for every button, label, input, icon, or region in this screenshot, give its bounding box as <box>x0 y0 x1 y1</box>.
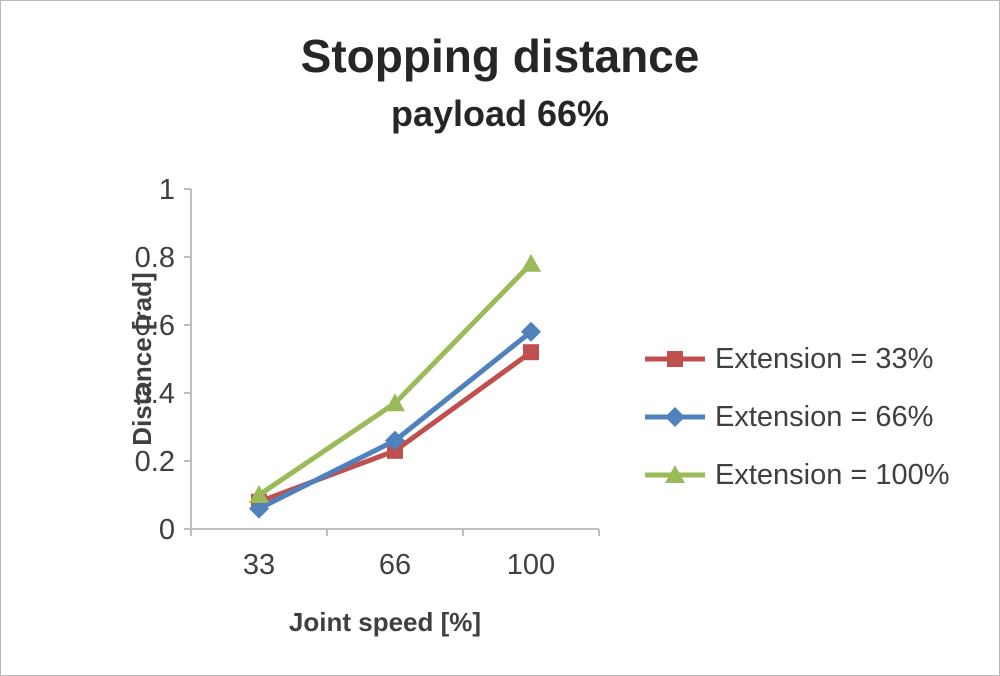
series-line-1 <box>257 329 533 511</box>
legend-label: Extension = 33% <box>715 342 934 375</box>
y-tick-label: 0.4 <box>135 378 175 410</box>
y-tick-label: 0 <box>159 514 175 546</box>
x-axis-title: Joint speed [%] <box>289 607 481 637</box>
series-0-marker-1 <box>387 442 403 459</box>
axis-tick-labels: 0 0.2 0.4 0.6 0.8 1 33 66 100 <box>135 174 556 581</box>
chart-legend: Extension = 33% Extension = 66% Extensio… <box>643 339 950 495</box>
legend-line-marker-icon <box>645 465 705 483</box>
y-tick-label: 1 <box>159 174 175 206</box>
legend-item-extension-66: Extension = 66% <box>643 397 950 437</box>
series-2-marker-1 <box>385 393 405 412</box>
legend-label: Extension = 66% <box>715 400 934 433</box>
y-tick-label: 0.2 <box>135 446 175 478</box>
legend-marker-diamond-icon <box>665 407 685 427</box>
chart-title: Stopping distance <box>300 30 700 82</box>
legend-marker-square-icon <box>667 351 683 367</box>
legend-marker-triangle-icon <box>665 465 685 483</box>
legend-line-marker-icon <box>645 407 705 427</box>
legend-line-marker-icon <box>645 351 705 367</box>
series-line-0 <box>258 350 533 505</box>
series-0-marker-2 <box>523 344 539 361</box>
axes <box>184 188 600 536</box>
y-axis-title: Distance [rad] <box>127 272 157 445</box>
series-1-marker-0 <box>249 498 269 519</box>
x-tick-label: 33 <box>243 549 275 581</box>
series-1-marker-2 <box>521 321 541 342</box>
legend-item-extension-100: Extension = 100% <box>643 455 950 495</box>
series-2-marker-2 <box>521 253 541 272</box>
legend-label: Extension = 100% <box>715 458 950 491</box>
x-tick-label: 66 <box>379 549 411 581</box>
y-tick-label: 0.6 <box>135 310 175 342</box>
series-1-marker-1 <box>385 430 405 451</box>
series-2-marker-0 <box>249 485 269 503</box>
legend-item-extension-33: Extension = 33% <box>643 339 950 379</box>
chart-subtitle: payload 66% <box>390 93 610 134</box>
series <box>249 253 541 519</box>
x-tick-label: 100 <box>507 549 555 581</box>
y-tick-label: 0.8 <box>135 242 175 274</box>
